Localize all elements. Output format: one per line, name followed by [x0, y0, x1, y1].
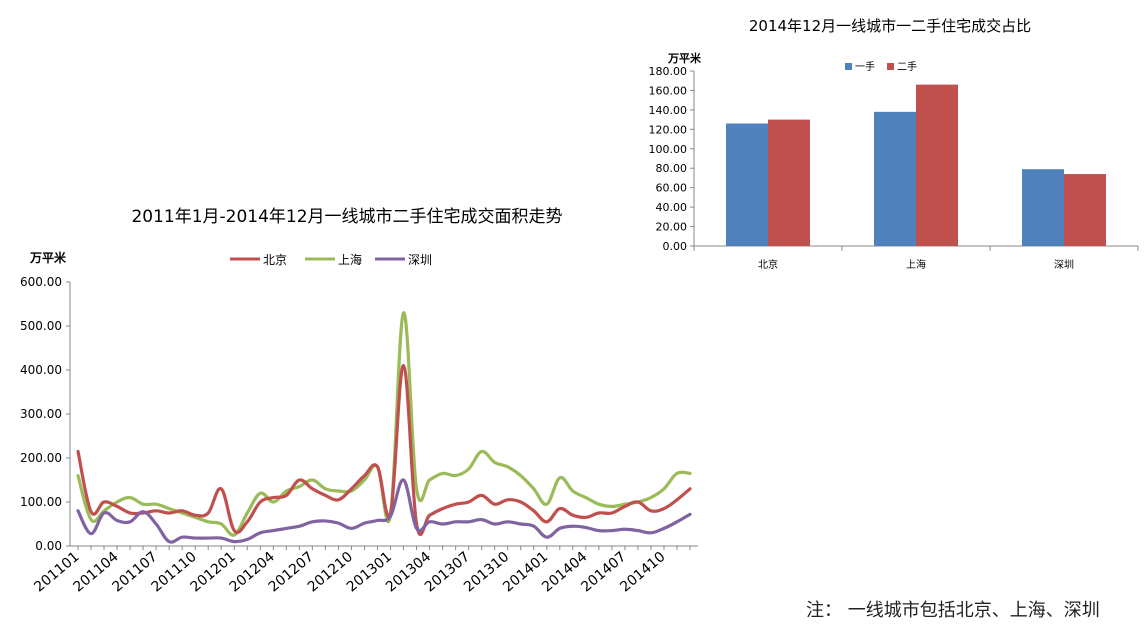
bar-chart-legend: 一手 二手	[845, 60, 917, 73]
bar-resale-1	[916, 84, 958, 246]
line-chart-y-tick-label: 500.00	[20, 319, 62, 333]
line-chart-y-tick-label: 400.00	[20, 363, 62, 377]
bar-chart-y-tick-label: 0.00	[663, 240, 688, 253]
legend-swatch-resale	[887, 63, 894, 70]
bar-new-2	[1022, 169, 1064, 246]
line-chart-y-tick-label: 300.00	[20, 407, 62, 421]
line-chart-legend: 北京 上海 深圳	[230, 252, 432, 267]
bar-new-1	[874, 111, 916, 246]
bar-resale-0	[768, 119, 810, 246]
legend-label-beijing: 北京	[263, 253, 287, 267]
line-chart-series	[76, 311, 692, 544]
line-chart-y-tick-label: 200.00	[20, 451, 62, 465]
line-chart-y-tick-label: 600.00	[20, 275, 62, 289]
bar-chart-category-label: 深圳	[1054, 259, 1074, 271]
bar-chart-y-tick-label: 80.00	[656, 162, 688, 175]
bar-chart-axes: 0.00 20.00 40.00 60.00 80.00 100.00 120.00 140.…	[649, 65, 1139, 271]
series-line-shenzhen	[76, 478, 692, 544]
legend-label-shenzhen: 深圳	[408, 253, 432, 267]
bar-chart-y-tick-label: 20.00	[656, 221, 688, 234]
bar-chart-ylabel: 万平米	[667, 51, 702, 65]
bar-chart-bars	[726, 84, 1106, 246]
bar-chart-category-label: 上海	[906, 258, 926, 271]
bar-chart-y-tick-label: 60.00	[656, 182, 688, 195]
legend-swatch-new	[845, 63, 852, 70]
line-chart-axes: 0.00 100.00 200.00 300.00 400.00 500.00 600.00…	[20, 275, 698, 595]
line-chart-y-tick-label: 0.00	[35, 539, 62, 553]
bar-resale-2	[1064, 174, 1106, 246]
bar-chart-y-tick-label: 120.00	[649, 123, 688, 136]
line-chart-y-tick-label: 100.00	[20, 495, 62, 509]
footnote: 注： 一线城市包括北京、上海、深圳	[806, 600, 1100, 621]
bar-chart-y-tick-label: 180.00	[649, 65, 688, 78]
bar-new-0	[726, 123, 768, 246]
line-chart-ylabel: 万平米	[29, 250, 67, 265]
legend-label-resale: 二手	[897, 60, 917, 73]
bar-chart-y-tick-label: 100.00	[649, 143, 688, 156]
bar-chart-y-tick-label: 160.00	[649, 84, 688, 97]
bar-chart-title: 2014年12月一线城市一二手住宅成交占比	[749, 17, 1031, 35]
bar-chart-y-tick-label: 140.00	[649, 104, 688, 117]
legend-label-new: 一手	[855, 60, 875, 73]
legend-label-shanghai: 上海	[338, 252, 362, 267]
bar-chart-y-tick-label: 40.00	[656, 201, 688, 214]
line-chart-title: 2011年1月-2014年12月一线城市二手住宅成交面积走势	[131, 207, 562, 227]
bar-chart-category-label: 北京	[758, 258, 778, 271]
